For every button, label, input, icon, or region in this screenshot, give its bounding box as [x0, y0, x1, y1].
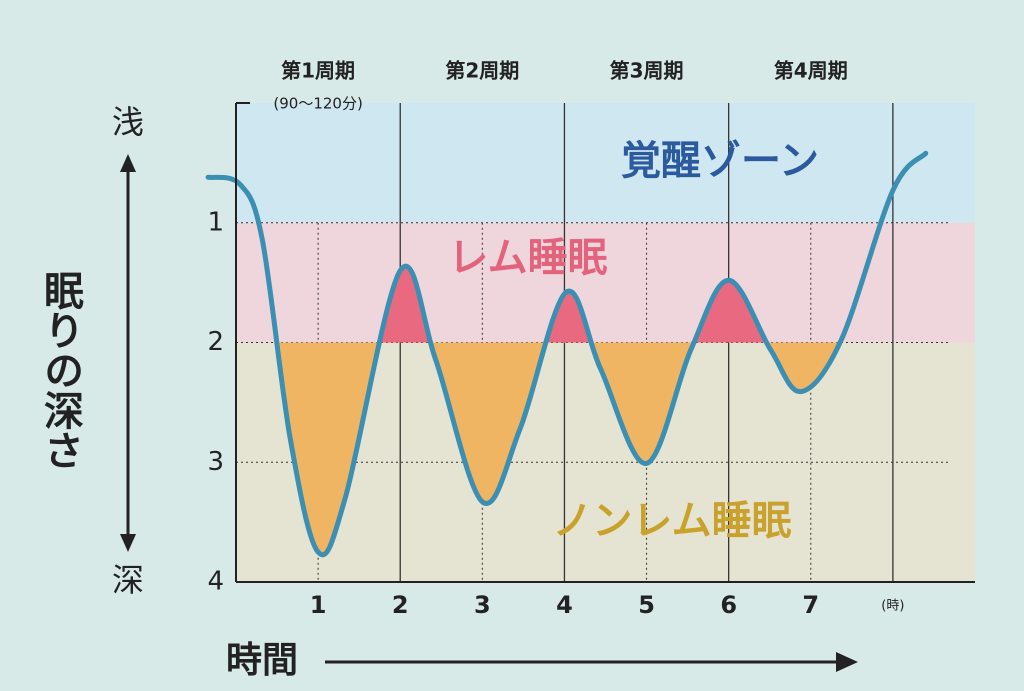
x-tick-label: 2	[392, 591, 409, 619]
y-tick-label: 2	[207, 327, 224, 357]
x-axis-label: 時間	[226, 640, 298, 681]
y-bottom-label: 深	[112, 561, 144, 599]
arrow-head	[836, 652, 858, 672]
x-tick-label: 5	[638, 591, 655, 619]
zone	[236, 222, 975, 343]
y-tick-label: 3	[207, 447, 224, 477]
rem-fill	[318, 266, 811, 343]
cycle-label: 第2周期	[445, 59, 519, 83]
nonrem-fill	[236, 342, 926, 555]
zone-label: 覚醒ゾーン	[621, 138, 819, 184]
cycle-label: 第3周期	[610, 59, 684, 83]
lines	[205, 102, 975, 583]
zone-label: ノンレム睡眠	[552, 498, 791, 544]
arrow-head	[120, 534, 136, 552]
y-axis-label: 眠りの深さ	[37, 270, 84, 470]
x-tick-label: 6	[720, 591, 737, 619]
cycle-label: 第4周期	[774, 59, 848, 83]
x-tick-label: (時)	[881, 599, 904, 614]
y-tick-label: 1	[207, 207, 224, 237]
zone	[236, 103, 975, 223]
fills	[236, 266, 926, 555]
x-tick-label: 3	[474, 591, 491, 619]
zone-label: レム睡眠	[448, 235, 607, 281]
x-tick-label: 4	[556, 591, 573, 619]
y-tick-label: 4	[207, 567, 224, 597]
cycle-sub-label: (90〜120分)	[273, 95, 362, 113]
arrow-head	[120, 154, 136, 172]
x-tick-label: 7	[802, 591, 819, 619]
x-tick-label: 1	[310, 591, 327, 619]
y-top-label: 浅	[112, 103, 144, 141]
cycle-label: 第1周期	[281, 59, 355, 83]
sleep-curve	[205, 150, 929, 558]
